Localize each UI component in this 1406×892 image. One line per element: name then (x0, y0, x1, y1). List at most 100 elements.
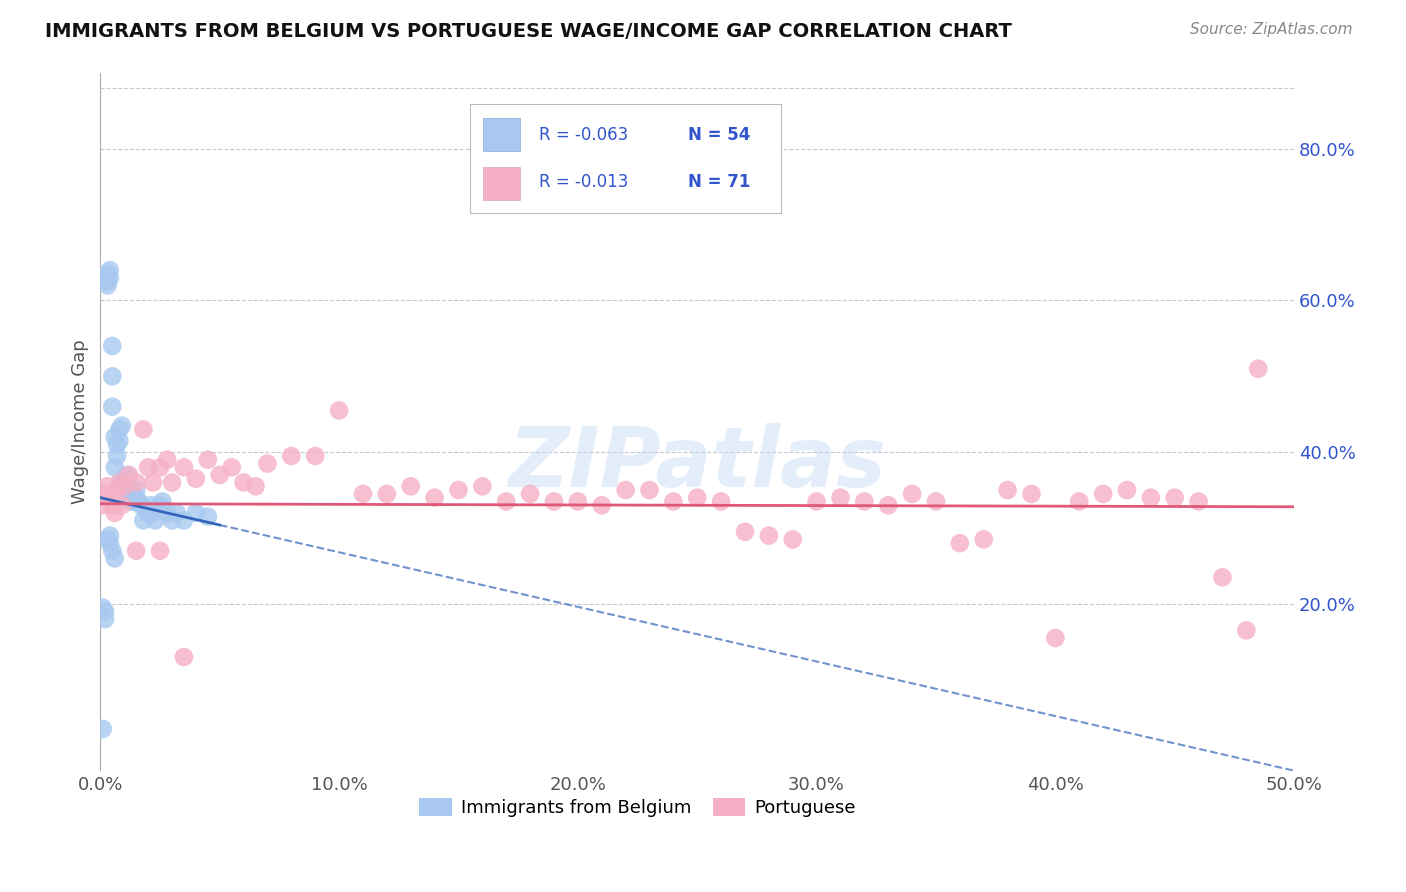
Point (925, 494, 948, 508)
Point (98, 491, 121, 505)
Point (129, 498, 152, 512)
Point (118, 467, 141, 482)
Point (96, 278, 118, 293)
Point (173, 649, 195, 664)
Point (399, 479, 422, 493)
Point (495, 494, 517, 508)
Point (1021, 487, 1043, 501)
Point (208, 467, 231, 482)
Point (125, 491, 148, 505)
Point (734, 524, 756, 539)
Point (94, 612, 117, 626)
Point (662, 494, 685, 508)
Point (118, 483, 141, 497)
Point (112, 479, 135, 493)
Point (686, 491, 709, 505)
Point (118, 491, 141, 505)
Point (105, 437, 128, 451)
Point (1164, 491, 1187, 505)
Point (806, 494, 828, 508)
Point (184, 472, 207, 486)
Point (98, 536, 121, 550)
Point (758, 528, 780, 542)
Point (136, 460, 159, 475)
Point (156, 452, 179, 467)
Point (98, 270, 121, 285)
Point (112, 479, 135, 493)
Point (423, 491, 446, 505)
Point (232, 475, 254, 490)
Point (128, 494, 150, 508)
Point (782, 533, 804, 547)
Point (245, 479, 267, 493)
Point (98, 263, 121, 277)
Point (1187, 494, 1209, 508)
Point (160, 513, 183, 527)
Point (591, 498, 613, 512)
Point (173, 513, 195, 527)
Point (108, 434, 131, 448)
Point (125, 475, 148, 490)
Point (166, 506, 188, 520)
Point (567, 494, 589, 508)
Point (91, 498, 114, 512)
Legend: Immigrants from Belgium, Portuguese: Immigrants from Belgium, Portuguese (412, 790, 863, 824)
Point (638, 483, 661, 497)
Point (997, 483, 1019, 497)
Point (111, 418, 134, 433)
Point (1069, 494, 1091, 508)
Point (96, 533, 118, 547)
Point (111, 498, 134, 512)
Point (1116, 483, 1139, 497)
Point (104, 460, 127, 475)
Text: Source: ZipAtlas.com: Source: ZipAtlas.com (1189, 22, 1353, 37)
Text: IMMIGRANTS FROM BELGIUM VS PORTUGUESE WAGE/INCOME GAP CORRELATION CHART: IMMIGRANTS FROM BELGIUM VS PORTUGUESE WA… (45, 22, 1012, 41)
Point (125, 483, 148, 497)
Point (112, 475, 135, 490)
Point (108, 475, 131, 490)
Point (1234, 624, 1257, 638)
Point (519, 487, 541, 501)
Point (149, 543, 172, 558)
Point (853, 494, 876, 508)
Point (132, 422, 155, 436)
Point (280, 449, 302, 463)
Point (108, 422, 131, 436)
Point (91, 722, 114, 736)
Point (142, 475, 165, 490)
Point (1211, 570, 1233, 584)
Point (877, 498, 900, 512)
Point (104, 506, 127, 520)
Point (173, 460, 195, 475)
Point (139, 498, 162, 512)
Point (375, 487, 398, 501)
Point (614, 483, 637, 497)
Point (94, 604, 117, 618)
Point (101, 543, 124, 558)
Point (135, 502, 157, 516)
Point (115, 467, 138, 482)
Point (94, 487, 117, 501)
Point (132, 513, 155, 527)
Point (111, 475, 134, 490)
Point (146, 502, 169, 516)
Point (710, 494, 733, 508)
Point (949, 536, 972, 550)
Point (104, 551, 127, 566)
Point (152, 494, 174, 508)
Point (1140, 491, 1163, 505)
Point (352, 487, 374, 501)
Point (96, 267, 118, 281)
Point (197, 452, 219, 467)
Y-axis label: Wage/Income Gap: Wage/Income Gap (72, 340, 89, 504)
Point (1247, 361, 1270, 376)
Point (143, 513, 166, 527)
Point (101, 369, 124, 384)
Point (120, 494, 142, 508)
Point (304, 449, 326, 463)
Point (136, 506, 159, 520)
Point (221, 460, 243, 475)
Point (543, 494, 565, 508)
Point (101, 400, 124, 414)
Point (149, 460, 172, 475)
